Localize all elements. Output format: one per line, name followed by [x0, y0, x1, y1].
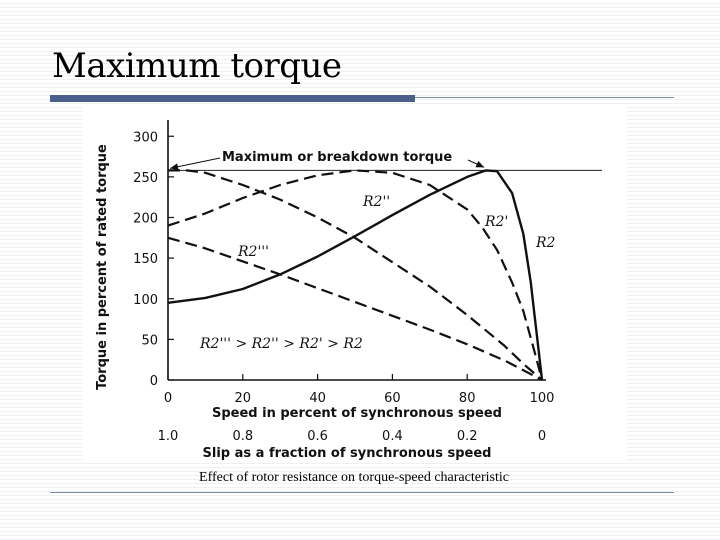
x-tick-label: 0 — [164, 391, 172, 406]
x2-tick-label: 0.4 — [382, 429, 403, 444]
y-axis-label: Torque in percent of rated torque — [95, 144, 110, 390]
y-tick-label: 150 — [133, 252, 158, 267]
x-axis-label: Speed in percent of synchronous speed — [212, 406, 502, 421]
torque-speed-figure: 0 50 100 150 200 250 300 0 1.0 20 0.8 40 0.6 60 0.4 80 0… — [82, 106, 626, 462]
x-tick-label: 40 — [309, 391, 326, 406]
x2-tick-label: 0 — [538, 429, 546, 444]
curve-r2p — [167, 169, 544, 381]
torque-speed-chart: 0 50 100 150 200 250 300 0 1.0 20 0.8 40 0.6 60 0.4 80 0… — [95, 120, 602, 461]
y-tick-label: 250 — [133, 171, 158, 186]
curve-label: R2' — [484, 214, 508, 230]
annotation-arrow-left — [169, 157, 221, 169]
x-tick-label: 80 — [459, 391, 476, 406]
x2-tick-label: 0.6 — [307, 429, 328, 444]
curve-r2ppp — [167, 236, 543, 381]
x2-axis-label: Slip as a fraction of synchronous speed — [203, 446, 492, 461]
curve-r2pp — [168, 169, 543, 381]
y-tick-label: 200 — [133, 212, 158, 227]
x2-tick-label: 0.2 — [457, 429, 478, 444]
curve-label: R2''' — [237, 244, 269, 260]
x2-tick-label: 0.8 — [232, 429, 253, 444]
curve-label: R2 — [535, 235, 556, 251]
curve-r2 — [167, 169, 544, 381]
figure-caption: Effect of rotor resistance on torque-spe… — [199, 470, 509, 485]
slide-title: Maximum torque — [52, 46, 342, 86]
curve-label: R2'' — [362, 194, 390, 210]
y-tick-label: 100 — [133, 293, 158, 308]
y-tick-label: 0 — [150, 374, 158, 389]
annotation-arrow-left-head — [170, 163, 179, 171]
y-tick-label: 50 — [141, 333, 158, 348]
y-tick-label: 300 — [133, 130, 158, 145]
bottom-rule — [50, 492, 674, 493]
resistance-inequality: R2''' > R2'' > R2' > R2 — [199, 336, 363, 352]
title-underline-bar — [50, 95, 415, 102]
breakdown-annotation: Maximum or breakdown torque — [222, 150, 452, 165]
x-tick-label: 100 — [530, 391, 555, 406]
title-underline-rule — [415, 97, 674, 98]
annotation-arrow-right-head — [475, 160, 485, 168]
x-tick-label: 20 — [235, 391, 252, 406]
x-tick-label: 60 — [384, 391, 401, 406]
x2-tick-label: 1.0 — [158, 429, 179, 444]
